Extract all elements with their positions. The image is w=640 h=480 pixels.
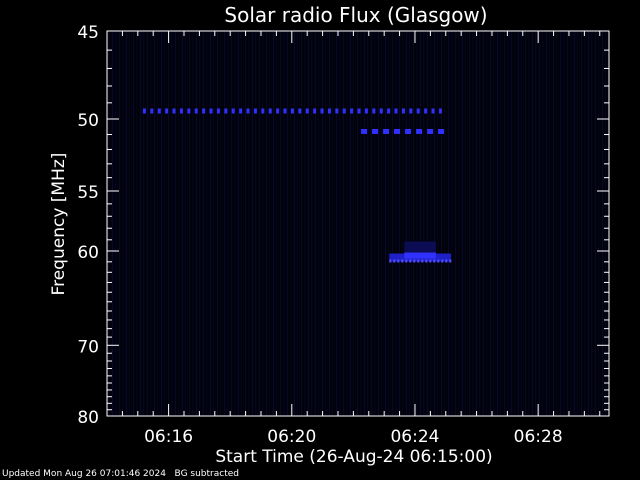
emission-dash bbox=[409, 108, 413, 114]
burst-striation bbox=[433, 259, 436, 263]
burst-striation bbox=[405, 259, 408, 263]
plot-noise bbox=[107, 31, 609, 416]
y-tick-label: 70 bbox=[77, 337, 99, 357]
emission-dash bbox=[424, 108, 428, 114]
y-axis-label: Frequency [MHz] bbox=[49, 153, 69, 296]
x-tick-label: 06:16 bbox=[144, 427, 193, 447]
emission-dash bbox=[157, 108, 161, 114]
x-tick-label: 06:20 bbox=[267, 427, 316, 447]
emission-dash bbox=[394, 128, 401, 134]
emission-dash bbox=[401, 108, 405, 114]
plot-frame bbox=[106, 30, 610, 417]
emission-dash bbox=[383, 128, 390, 134]
emission-dash bbox=[209, 108, 213, 114]
chart-title: Solar radio Flux (Glasgow) bbox=[224, 3, 487, 27]
footer-note: BG subtracted bbox=[174, 469, 239, 479]
emission-dash bbox=[405, 128, 412, 134]
emission-dash bbox=[350, 108, 354, 114]
emission-dash bbox=[342, 108, 346, 114]
burst-striation bbox=[441, 259, 444, 263]
burst-striation bbox=[413, 259, 416, 263]
x-tick-label: 06:28 bbox=[514, 427, 563, 447]
emission-dash bbox=[187, 108, 191, 114]
burst-striation bbox=[417, 259, 420, 263]
burst-striation bbox=[389, 259, 392, 263]
burst-striation bbox=[421, 259, 424, 263]
burst-striation bbox=[437, 259, 440, 263]
emission-dash bbox=[305, 108, 309, 114]
emission-dash bbox=[320, 108, 324, 114]
burst-core bbox=[404, 252, 436, 259]
burst-striation bbox=[425, 259, 428, 263]
emission-dash bbox=[268, 108, 272, 114]
x-axis: 06:16 06:20 06:24 06:28 bbox=[121, 31, 601, 447]
burst-striation bbox=[401, 259, 404, 263]
emission-dash bbox=[246, 108, 250, 114]
x-tick-label: 06:24 bbox=[390, 427, 439, 447]
emission-dash bbox=[142, 108, 146, 114]
emission-dash bbox=[361, 128, 368, 134]
burst-striation bbox=[393, 259, 396, 263]
footer-updated: Updated Mon Aug 26 07:01:46 2024 bbox=[2, 469, 166, 479]
emission-dash bbox=[357, 108, 361, 114]
burst-striation bbox=[429, 259, 432, 263]
emission-features bbox=[142, 108, 452, 263]
burst-striation bbox=[449, 259, 452, 263]
emission-dash bbox=[372, 108, 376, 114]
emission-dash bbox=[261, 108, 265, 114]
emission-dash bbox=[416, 108, 420, 114]
burst-striation bbox=[409, 259, 412, 263]
x-axis-label: Start Time (26-Aug-24 06:15:00) bbox=[215, 447, 492, 467]
emission-dash bbox=[283, 108, 287, 114]
emission-dash bbox=[438, 108, 442, 114]
emission-dash bbox=[431, 108, 435, 114]
burst-striation bbox=[397, 259, 400, 263]
emission-dash bbox=[224, 108, 228, 114]
y-tick-label: 80 bbox=[77, 408, 99, 428]
emission-dash bbox=[427, 128, 434, 134]
emission-dash bbox=[194, 108, 198, 114]
emission-dash bbox=[276, 108, 280, 114]
emission-dash bbox=[379, 108, 383, 114]
emission-dash bbox=[364, 108, 368, 114]
y-axis: 45 50 55 60 70 80 bbox=[77, 23, 609, 428]
emission-dash bbox=[179, 108, 183, 114]
burst-halo bbox=[404, 241, 436, 256]
emission-dash bbox=[298, 108, 302, 114]
emission-dash bbox=[150, 108, 154, 114]
y-tick-label: 45 bbox=[77, 23, 99, 43]
y-tick-label: 50 bbox=[77, 111, 99, 131]
emission-dash bbox=[216, 108, 220, 114]
y-tick-label: 60 bbox=[77, 243, 99, 263]
emission-dash bbox=[202, 108, 206, 114]
emission-dash bbox=[253, 108, 257, 114]
emission-dash bbox=[335, 108, 339, 114]
emission-dash bbox=[165, 108, 169, 114]
emission-dash bbox=[416, 128, 423, 134]
emission-dash bbox=[290, 108, 294, 114]
emission-dash bbox=[394, 108, 398, 114]
emission-dash bbox=[231, 108, 235, 114]
emission-dash bbox=[372, 128, 379, 134]
y-tick-label: 55 bbox=[77, 183, 99, 203]
emission-dash bbox=[239, 108, 243, 114]
emission-dash bbox=[387, 108, 391, 114]
footer: Updated Mon Aug 26 07:01:46 2024 BG subt… bbox=[2, 469, 239, 479]
emission-dash bbox=[438, 128, 445, 134]
burst-striation bbox=[445, 259, 448, 263]
emission-dash bbox=[172, 108, 176, 114]
emission-dash bbox=[313, 108, 317, 114]
emission-dash bbox=[327, 108, 331, 114]
